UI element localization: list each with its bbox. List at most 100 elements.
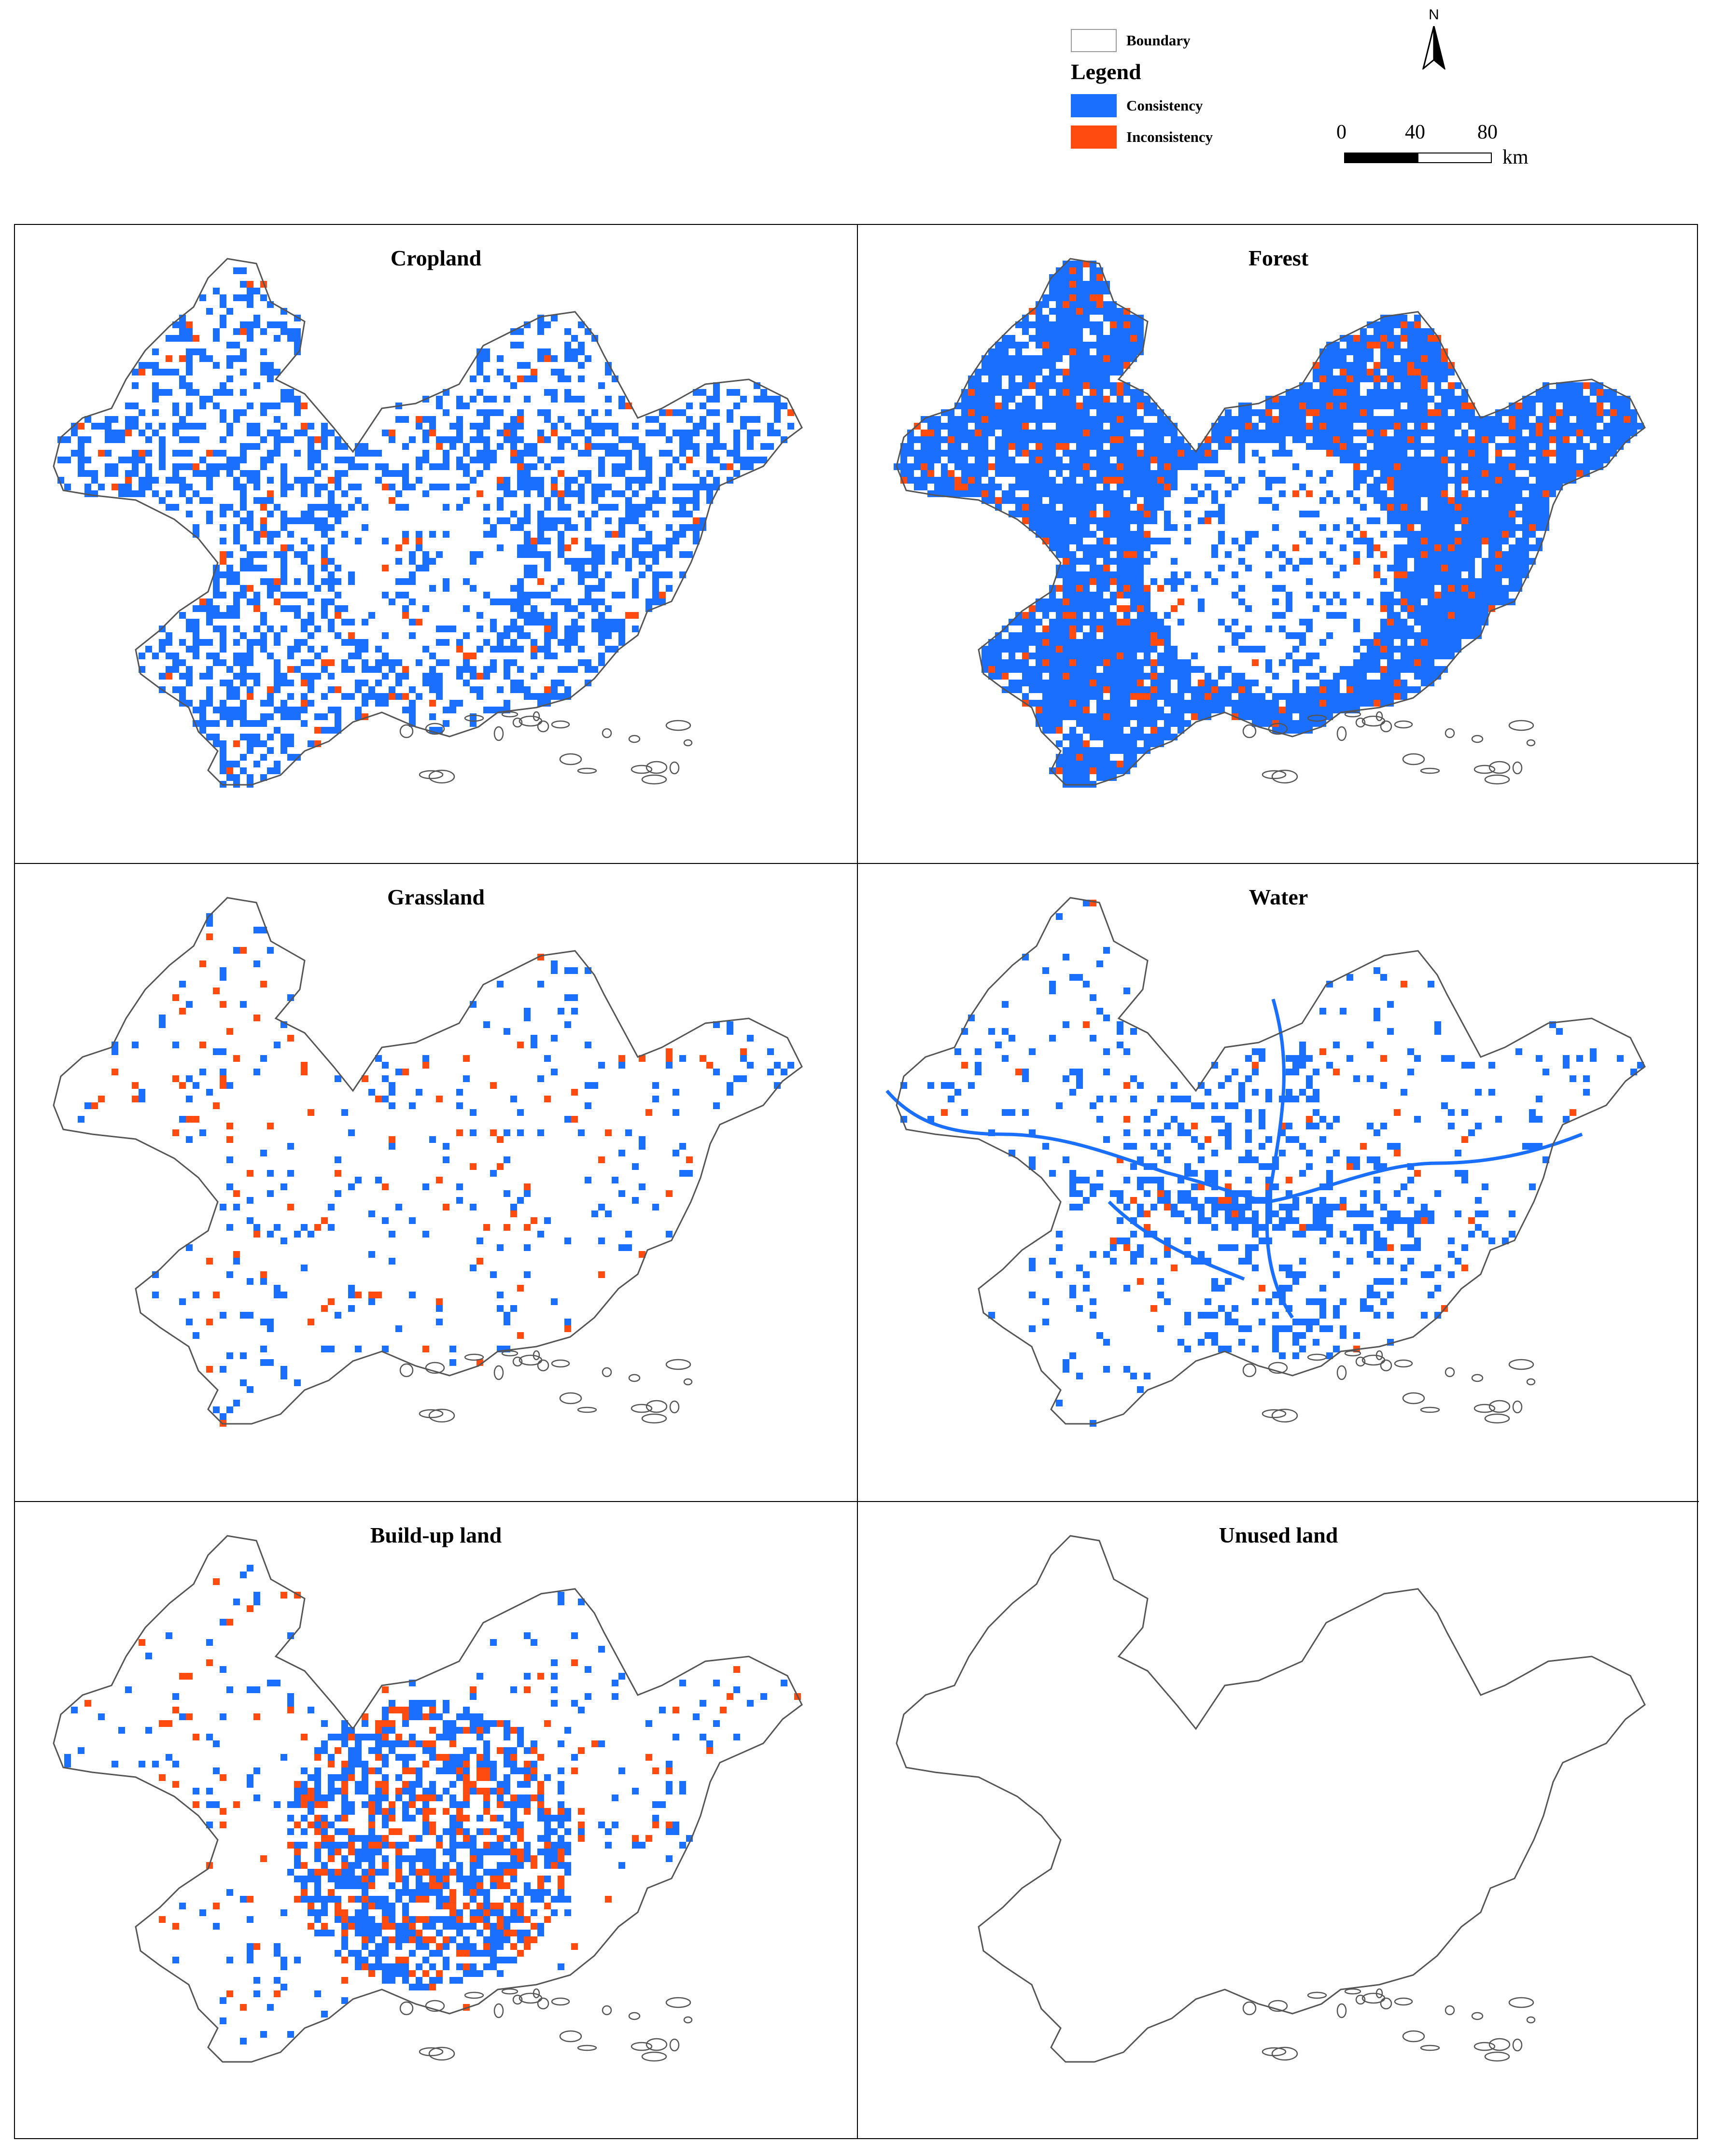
consistency-cell	[280, 700, 287, 707]
inconsistency-cell	[1461, 477, 1468, 484]
consistency-cell	[1292, 666, 1299, 673]
consistency-cell	[564, 666, 571, 673]
consistency-cell	[639, 538, 645, 544]
consistency-cell	[1069, 578, 1076, 585]
inconsistency-cell	[1164, 463, 1171, 470]
inconsistency-cell	[1130, 551, 1137, 558]
consistency-cell	[1522, 565, 1529, 571]
consistency-cell	[274, 666, 280, 673]
consistency-cell	[659, 484, 666, 490]
consistency-cell	[105, 436, 112, 443]
consistency-cell	[308, 423, 314, 430]
consistency-cell	[1002, 355, 1009, 362]
consistency-cell	[267, 767, 274, 774]
consistency-cell	[497, 369, 504, 376]
consistency-cell	[206, 612, 213, 619]
consistency-cell	[1428, 653, 1434, 659]
consistency-cell	[1570, 396, 1576, 403]
consistency-cell	[267, 369, 274, 376]
consistency-cell	[537, 490, 544, 497]
consistency-cell	[1495, 490, 1502, 497]
consistency-cell	[226, 713, 233, 720]
consistency-cell	[1036, 504, 1042, 511]
consistency-cell	[213, 463, 220, 470]
consistency-cell	[348, 571, 355, 578]
consistency-cell	[727, 409, 733, 416]
consistency-cell	[321, 598, 328, 605]
consistency-cell	[105, 470, 112, 477]
consistency-cell	[429, 653, 436, 659]
consistency-cell	[1076, 686, 1083, 693]
consistency-cell	[213, 578, 220, 585]
consistency-cell	[1434, 470, 1441, 477]
consistency-cell	[1434, 565, 1441, 571]
consistency-cell	[1515, 436, 1522, 443]
consistency-cell	[220, 450, 226, 457]
inconsistency-cell	[537, 578, 544, 585]
consistency-cell	[517, 328, 524, 335]
consistency-cell	[1063, 774, 1069, 781]
consistency-cell	[1556, 450, 1563, 457]
consistency-cell	[1536, 443, 1543, 450]
consistency-cell	[463, 484, 470, 490]
consistency-cell	[1090, 720, 1096, 727]
consistency-cell	[1056, 497, 1063, 504]
consistency-cell	[537, 551, 544, 558]
consistency-cell	[1144, 430, 1150, 436]
consistency-cell	[625, 565, 632, 571]
consistency-cell	[1150, 538, 1157, 544]
consistency-cell	[179, 463, 186, 470]
consistency-cell	[1299, 639, 1306, 646]
consistency-cell	[1522, 531, 1529, 538]
consistency-cell	[260, 619, 267, 626]
consistency-cell	[1002, 430, 1009, 436]
consistency-cell	[1340, 396, 1346, 403]
consistency-cell	[240, 558, 247, 565]
consistency-cell	[443, 436, 449, 443]
consistency-cell	[713, 423, 720, 430]
consistency-cell	[1360, 342, 1367, 348]
consistency-cell	[1455, 409, 1461, 416]
consistency-cell	[1238, 477, 1245, 484]
consistency-cell	[1130, 571, 1137, 578]
consistency-cell	[1468, 626, 1475, 632]
consistency-cell	[544, 524, 551, 531]
consistency-cell	[1313, 369, 1319, 376]
consistency-cell	[1110, 490, 1117, 497]
consistency-cell	[1502, 592, 1509, 598]
consistency-cell	[733, 450, 740, 457]
consistency-cell	[1191, 463, 1198, 470]
consistency-cell	[1123, 504, 1130, 511]
inconsistency-cell	[1022, 450, 1029, 457]
consistency-cell	[1063, 578, 1069, 585]
consistency-cell	[179, 382, 186, 389]
consistency-cell	[948, 416, 954, 423]
consistency-cell	[666, 544, 673, 551]
consistency-cell	[483, 639, 490, 646]
consistency-cell	[1157, 693, 1164, 700]
consistency-cell	[193, 632, 199, 639]
consistency-cell	[1218, 430, 1225, 436]
consistency-cell	[1543, 403, 1549, 409]
consistency-cell	[1090, 517, 1096, 524]
consistency-cell	[1394, 416, 1401, 423]
consistency-cell	[1029, 416, 1036, 423]
consistency-cell	[1448, 558, 1455, 565]
consistency-cell	[389, 598, 395, 605]
consistency-cell	[1117, 403, 1123, 409]
consistency-cell	[1394, 686, 1401, 693]
consistency-cell	[1117, 565, 1123, 571]
consistency-cell	[1076, 315, 1083, 321]
consistency-cell	[1414, 355, 1421, 362]
inconsistency-cell	[1029, 382, 1036, 389]
consistency-cell	[1407, 355, 1414, 362]
consistency-cell	[213, 585, 220, 592]
consistency-cell	[1157, 450, 1164, 457]
inconsistency-cell	[477, 490, 483, 497]
consistency-cell	[1299, 409, 1306, 416]
inconsistency-cell	[1123, 551, 1130, 558]
consistency-cell	[1367, 517, 1374, 524]
consistency-cell	[1198, 517, 1205, 524]
inconsistency-cell	[531, 538, 537, 544]
consistency-cell	[1022, 355, 1029, 362]
